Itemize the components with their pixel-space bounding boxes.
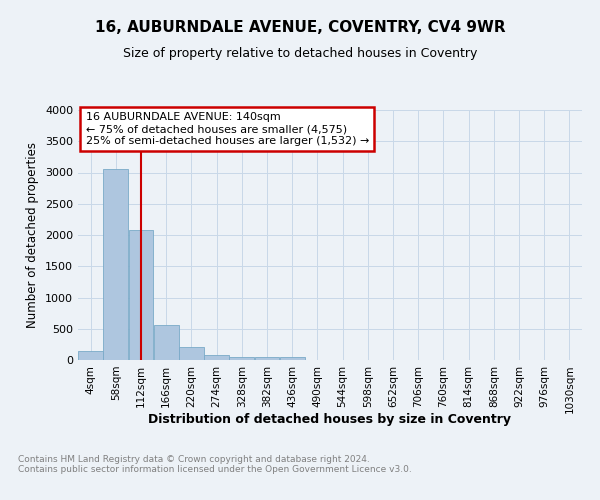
Bar [179,347,204,360]
Bar [154,325,179,360]
Bar [204,356,229,360]
Bar [254,356,280,360]
Bar [78,350,103,360]
Bar [128,230,154,360]
Y-axis label: Number of detached properties: Number of detached properties [26,142,40,328]
Text: 16, AUBURNDALE AVENUE, COVENTRY, CV4 9WR: 16, AUBURNDALE AVENUE, COVENTRY, CV4 9WR [95,20,505,35]
Text: Size of property relative to detached houses in Coventry: Size of property relative to detached ho… [123,48,477,60]
Bar [229,356,254,360]
Text: 16 AUBURNDALE AVENUE: 140sqm
← 75% of detached houses are smaller (4,575)
25% of: 16 AUBURNDALE AVENUE: 140sqm ← 75% of de… [86,112,369,146]
Text: Contains HM Land Registry data © Crown copyright and database right 2024.
Contai: Contains HM Land Registry data © Crown c… [18,455,412,474]
Bar [280,356,305,360]
Bar [103,170,128,360]
Text: Distribution of detached houses by size in Coventry: Distribution of detached houses by size … [149,412,511,426]
